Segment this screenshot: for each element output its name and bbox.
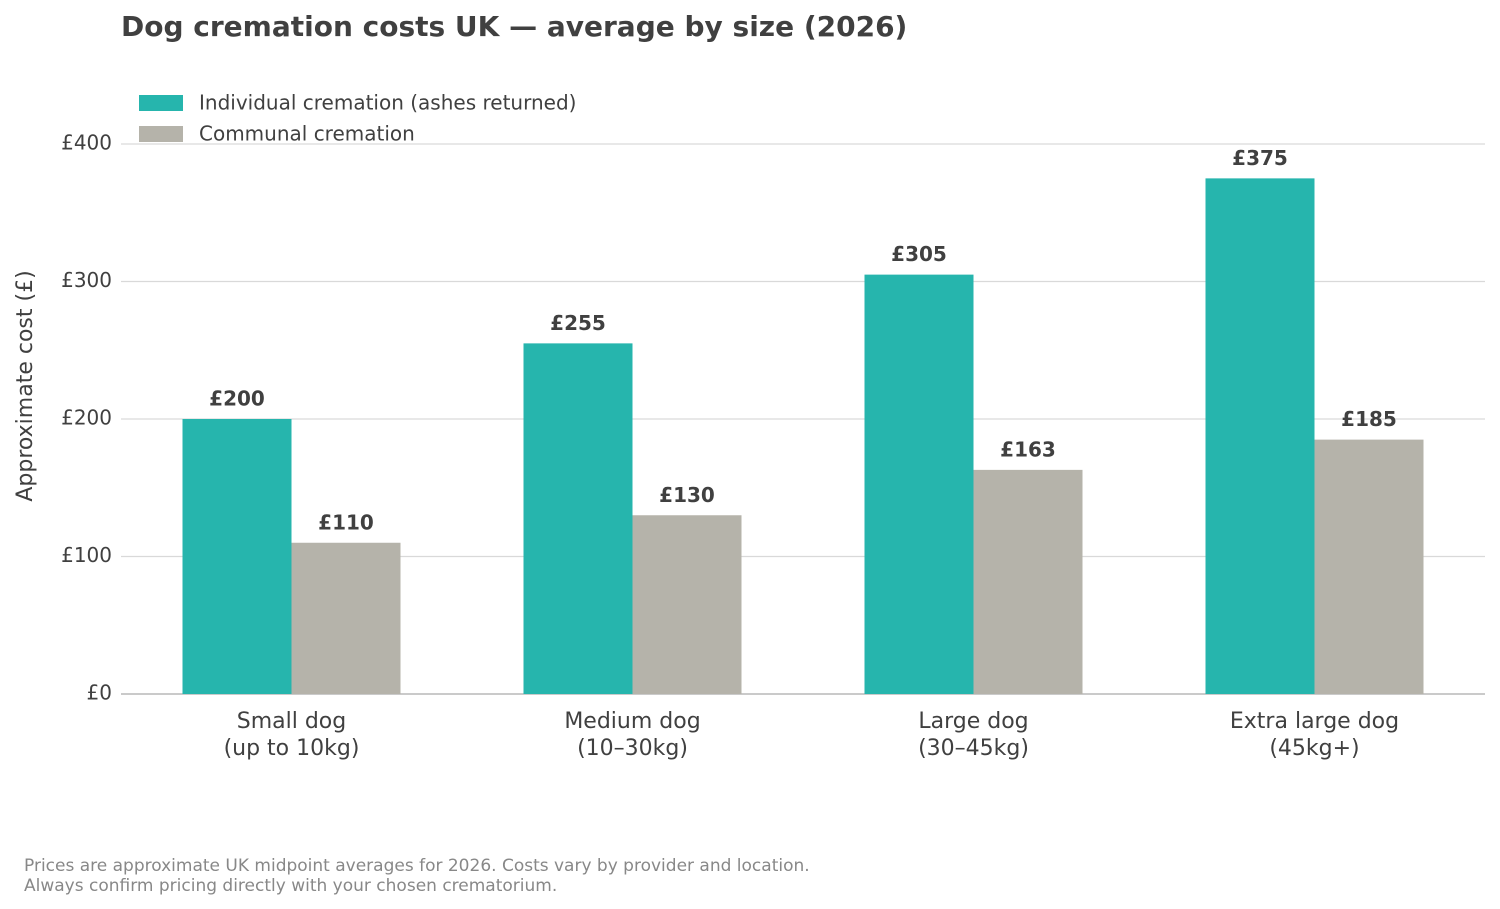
bar	[1205, 178, 1315, 694]
bar	[523, 343, 633, 694]
chart-title: Dog cremation costs UK — average by size…	[121, 10, 907, 43]
y-tick-label: £400	[61, 131, 112, 155]
value-label: £185	[1341, 407, 1397, 431]
y-tick-label: £100	[61, 543, 112, 567]
y-tick-label: £300	[61, 268, 112, 292]
bar	[182, 419, 292, 694]
value-label: £163	[1000, 437, 1056, 461]
legend-label: Individual cremation (ashes returned)	[199, 91, 576, 115]
value-label: £200	[209, 387, 265, 411]
y-tick-label: £0	[87, 681, 112, 705]
y-axis-label: Approximate cost (£)	[13, 270, 38, 501]
legend-label: Communal cremation	[199, 122, 415, 146]
value-label: £255	[550, 311, 606, 335]
value-label: £110	[318, 510, 374, 534]
legend-swatch	[139, 126, 183, 142]
x-tick-label: Extra large dog (45kg+)	[1229, 709, 1400, 761]
bar	[864, 274, 974, 694]
x-tick-label: Large dog (30–45kg)	[918, 709, 1029, 761]
bar	[291, 542, 401, 694]
y-tick-label: £200	[61, 406, 112, 430]
value-label: £305	[891, 242, 947, 266]
x-tick-label: Medium dog (10–30kg)	[564, 709, 701, 761]
x-tick-label: Small dog (up to 10kg)	[223, 709, 360, 761]
bar	[632, 515, 742, 694]
bar	[1314, 439, 1424, 694]
value-label: £375	[1232, 146, 1288, 170]
bar	[973, 469, 1083, 694]
footnote: Prices are approximate UK midpoint avera…	[24, 856, 810, 896]
value-label: £130	[659, 483, 715, 507]
legend-swatch	[139, 95, 183, 111]
